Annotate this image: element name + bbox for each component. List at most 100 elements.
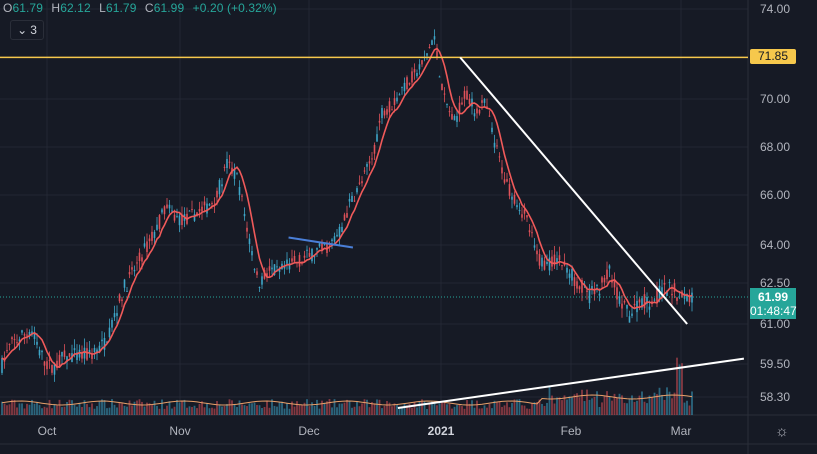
candle-body — [573, 277, 576, 287]
candle-body — [78, 349, 81, 358]
trendline-uptrend — [397, 357, 745, 409]
volume-bar — [443, 401, 446, 415]
volume-bar — [306, 399, 308, 415]
volume-bar — [371, 402, 373, 415]
candle-body — [41, 350, 43, 353]
volume-bar — [76, 406, 78, 415]
volume-bar — [161, 399, 163, 415]
volume-bar — [681, 363, 683, 415]
candle-body — [503, 179, 506, 183]
volume-bar — [173, 406, 176, 415]
candle-body — [56, 360, 58, 369]
candle-body — [188, 210, 191, 212]
volume-bar — [561, 400, 563, 415]
volume-bar — [206, 403, 208, 415]
candle-body — [53, 364, 56, 375]
volume-bar — [226, 404, 228, 415]
indicators-toggle-button[interactable]: ⌄ 3 — [10, 20, 44, 40]
volume-bar — [451, 408, 453, 415]
volume-bar — [628, 399, 631, 415]
candle-body — [111, 319, 113, 328]
volume-bar — [291, 401, 293, 415]
candle-body — [278, 268, 281, 272]
volume-bar — [531, 403, 533, 415]
candle-body — [641, 298, 643, 308]
candle-body — [143, 243, 146, 247]
candle-body — [673, 283, 676, 292]
volume-bar — [526, 408, 528, 415]
volume-bar — [178, 402, 181, 415]
candle-body — [91, 354, 93, 359]
volume-bar — [383, 405, 386, 415]
candle-body — [581, 280, 583, 293]
close-value: 61.99 — [153, 1, 185, 15]
volume-bar — [126, 406, 128, 415]
candle-body — [443, 93, 446, 95]
candle-body — [68, 353, 71, 357]
volume-bar — [358, 406, 361, 415]
candle-body — [161, 209, 163, 213]
candle-body — [336, 234, 338, 237]
candle-body — [561, 265, 563, 267]
candle-body — [631, 313, 633, 316]
candle-body — [28, 331, 31, 336]
candle-body — [358, 182, 361, 184]
volume-bar — [578, 397, 581, 415]
candle-body — [608, 265, 611, 269]
candle-body — [653, 299, 656, 301]
volume-bar — [601, 402, 603, 415]
volume-bar — [463, 408, 466, 415]
volume-bar — [428, 404, 431, 415]
volume-bar — [221, 406, 223, 415]
candle-body — [286, 259, 288, 264]
candle-body — [248, 238, 251, 245]
volume-bar — [271, 399, 273, 415]
candle-body — [63, 350, 66, 357]
volume-bar — [566, 399, 568, 415]
candle-body — [363, 170, 366, 172]
volume-bar — [623, 402, 626, 415]
candle-body — [531, 232, 533, 234]
volume-bar — [588, 399, 591, 415]
volume-bar — [408, 403, 411, 415]
candle-body — [6, 350, 8, 352]
gear-icon[interactable]: ☼ — [775, 423, 789, 440]
volume-bar — [188, 406, 191, 415]
volume-bar — [331, 407, 333, 415]
candle-body — [676, 297, 678, 301]
volume-bar — [368, 407, 371, 415]
volume-bar — [11, 399, 13, 415]
candle-body — [613, 279, 616, 288]
candle-body — [436, 51, 438, 58]
candle-body — [131, 267, 133, 270]
candle-body — [638, 299, 641, 303]
candle-body — [86, 348, 88, 360]
volume-bar — [506, 402, 508, 415]
volume-bar — [296, 401, 298, 415]
volume-ma-line — [1, 394, 693, 406]
candle-body — [511, 196, 513, 200]
volume-bar — [378, 399, 381, 415]
volume-bar — [418, 400, 421, 415]
volume-bar — [256, 405, 258, 415]
candle-body — [448, 111, 451, 113]
volume-bar — [98, 401, 101, 415]
candle-body — [453, 115, 456, 121]
indicators-count: 3 — [30, 23, 37, 37]
candle-body — [691, 292, 693, 303]
candle-body — [418, 64, 421, 70]
volume-bar — [203, 407, 206, 415]
candle-body — [21, 330, 23, 333]
volume-bar — [591, 398, 593, 415]
volume-bar — [78, 402, 81, 415]
candle-body — [496, 145, 498, 147]
candle-body — [431, 40, 433, 45]
candle-body — [66, 356, 68, 363]
volume-bar — [631, 395, 633, 415]
candle-body — [208, 204, 211, 206]
candle-body — [266, 273, 268, 277]
candle-body — [233, 168, 236, 179]
volume-bar — [186, 407, 188, 415]
candle-body — [603, 277, 606, 283]
